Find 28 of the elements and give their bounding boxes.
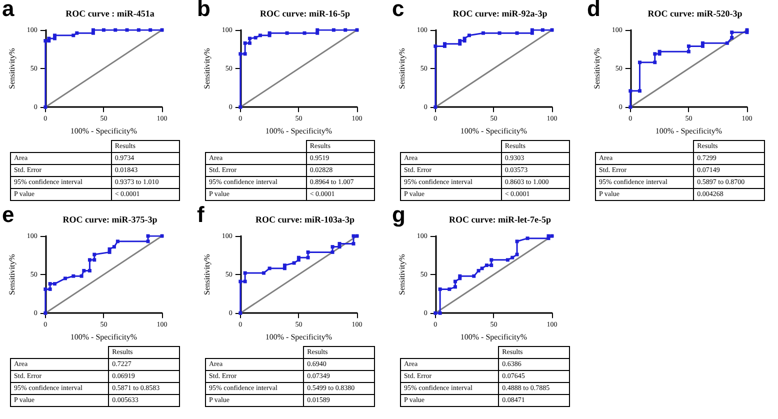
y-axis-title: Sensitivity% — [202, 48, 212, 89]
x-axis-title: 100% - Specificity% — [460, 126, 528, 136]
text: a — [2, 0, 14, 22]
chart-title: ROC curve : miR-451a — [66, 8, 155, 18]
chart-title: ROC curve: miR-103a-3p — [256, 214, 354, 224]
y-axis-title: Sensitivity% — [592, 48, 602, 89]
x-axis-title: 100% - Specificity% — [655, 126, 722, 136]
chart-title: ROC curve: miR-let-7e-5p — [449, 214, 551, 224]
x-axis-title: 100% - Specificity% — [70, 126, 138, 136]
chart-title: ROC curve: miR-375-3p — [62, 214, 158, 224]
text: c — [392, 0, 404, 22]
chart-title: ROC curve: miR-92a-3p — [452, 8, 548, 18]
y-axis-title: Sensitivity% — [202, 254, 212, 295]
x-axis-title: 100% - Specificity% — [265, 126, 332, 136]
y-axis-title: Sensitivity% — [398, 254, 406, 295]
y-axis-title: Sensitivity% — [398, 48, 406, 89]
x-axis-title: 100% - Specificity% — [460, 332, 528, 342]
text: d — [587, 0, 600, 22]
text: e — [2, 202, 14, 228]
chart-title: ROC curve: miR-520-3p — [648, 8, 742, 18]
x-axis-title: 100% - Specificity% — [70, 332, 138, 342]
y-axis-title: Sensitivity% — [8, 48, 16, 89]
text: g — [392, 202, 406, 228]
y-axis-title: Sensitivity% — [8, 254, 16, 295]
text: f — [197, 202, 204, 228]
x-axis-title: 100% - Specificity% — [265, 332, 332, 342]
text: b — [197, 0, 210, 22]
chart-title: ROC curve: miR-16-5p — [260, 8, 350, 18]
